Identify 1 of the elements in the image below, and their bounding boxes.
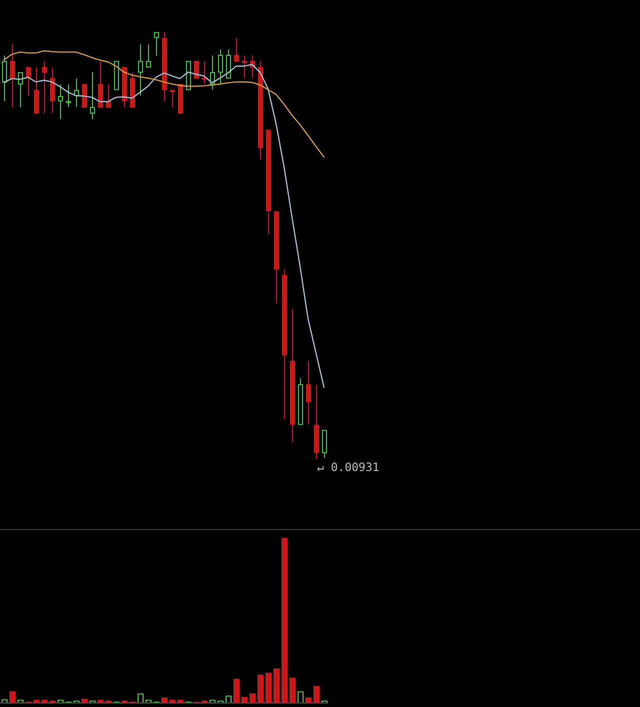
text: ↵ 0.00931 [317,460,380,474]
